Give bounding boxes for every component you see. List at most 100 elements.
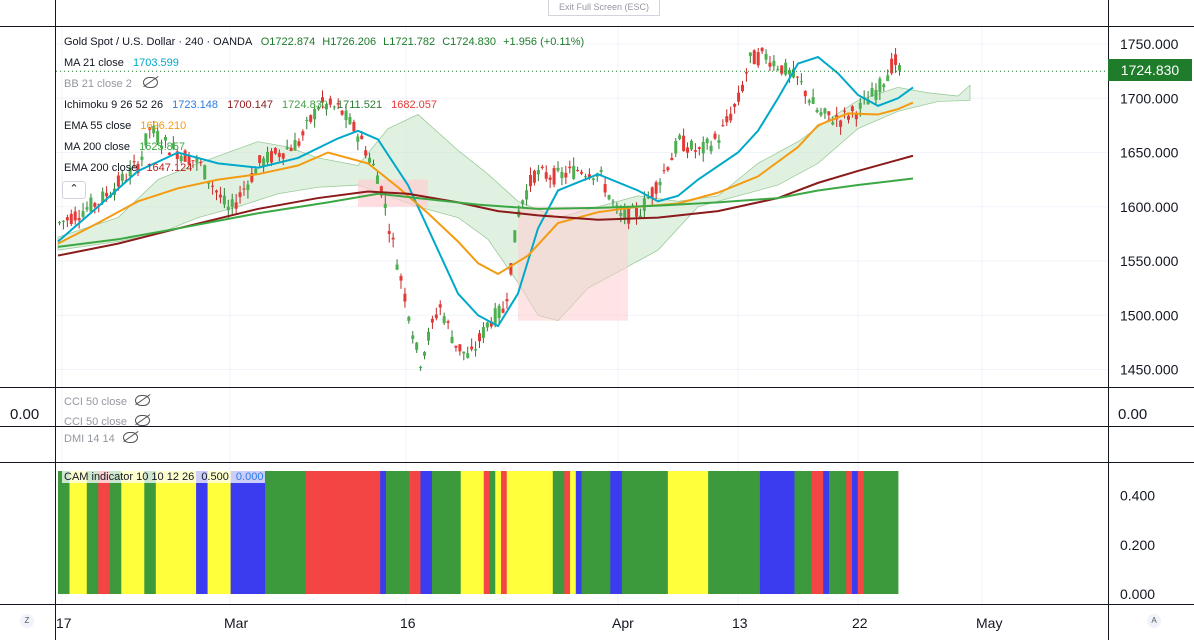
candle-body	[839, 120, 843, 127]
candle-body	[344, 110, 348, 121]
symbol-title[interactable]: Gold Spot / U.S. Dollar · 240 · OANDA	[64, 36, 252, 48]
ema200-value: 1647.124	[146, 162, 193, 174]
candle-body	[858, 102, 862, 109]
cam-bar	[558, 471, 565, 594]
candle-body	[756, 52, 760, 66]
candle-body	[195, 157, 199, 163]
zoom-button[interactable]: Z	[20, 614, 34, 628]
candle-body	[140, 156, 144, 160]
hidden-eye-icon[interactable]	[122, 432, 138, 443]
legend-ema55[interactable]: EMA 55 close 1696.210	[64, 116, 584, 137]
legend-bb21[interactable]: BB 21 close 2	[64, 74, 584, 95]
hidden-eye-icon[interactable]	[142, 77, 158, 88]
candle-body	[360, 135, 364, 140]
candle-body	[379, 186, 383, 196]
candle-body	[662, 170, 666, 172]
candle-body	[242, 188, 246, 190]
ma200-value: 1625.857	[139, 141, 185, 153]
candle-body	[183, 150, 187, 162]
cci2-label: CCI 50 close	[64, 416, 127, 426]
legend-ma21[interactable]: MA 21 close 1703.599	[64, 53, 584, 74]
candle-body	[607, 195, 611, 200]
cci-legend-2[interactable]: CCI 50 close	[64, 412, 150, 426]
candle-body	[324, 104, 328, 110]
cam-bar	[63, 471, 70, 594]
cam-bar	[368, 471, 375, 594]
legend-ichimoku[interactable]: Ichimoku 9 26 52 26 1723.148 1700.147 17…	[64, 95, 584, 116]
candle-body	[85, 207, 89, 210]
hidden-eye-icon[interactable]	[134, 395, 150, 406]
cam-bar	[167, 471, 174, 594]
candle-body	[474, 349, 478, 351]
dmi-legend[interactable]: DMI 14 14	[64, 429, 138, 450]
candle-body	[258, 155, 262, 163]
candle-body	[211, 185, 215, 187]
candle-body	[399, 276, 403, 281]
cam-bar	[466, 471, 473, 594]
bb21-label: BB 21 close 2	[64, 78, 132, 90]
ichimoku-value-3: 1724.830	[282, 99, 328, 111]
cam-bar	[811, 471, 818, 594]
candle-body	[552, 168, 556, 185]
series-line-ema-55-close	[57, 101, 914, 276]
exit-fullscreen-button[interactable]: Exit Full Screen (ESC)	[548, 0, 660, 16]
cam-bar	[541, 471, 548, 594]
cam-bar	[282, 471, 289, 594]
cam-bar	[385, 471, 393, 594]
cam-bar	[489, 471, 496, 594]
candle-body	[854, 113, 858, 120]
candle-body	[654, 182, 658, 194]
candle-body	[426, 331, 430, 341]
chevron-up-icon[interactable]: ⌃	[62, 181, 86, 199]
cam-bar	[219, 471, 226, 594]
cam-bar	[397, 471, 404, 594]
candle-body	[525, 190, 529, 200]
cam-bar	[236, 471, 243, 594]
cam-bar	[357, 471, 364, 594]
candle-body	[167, 152, 171, 156]
cam-bar	[351, 471, 358, 594]
candle-body	[568, 166, 572, 169]
candle-body	[415, 342, 419, 350]
cam-legend[interactable]: CAM indicator 10 10 12 26 0.500 0.000	[62, 471, 266, 483]
candle-body	[564, 172, 568, 178]
legend-ma200[interactable]: MA 200 close 1625.857	[64, 137, 584, 158]
pane-separator-dmi[interactable]	[0, 426, 1194, 427]
candle-body	[462, 351, 466, 354]
candle-body	[317, 108, 321, 110]
candle-body	[666, 167, 670, 171]
legend-ema200[interactable]: EMA 200 close 1647.124	[64, 158, 584, 179]
auto-scale-button[interactable]: A	[1147, 614, 1161, 628]
candle-body	[509, 263, 513, 275]
candle-body	[262, 158, 266, 167]
last-price-badge: 1724.830	[1108, 59, 1192, 81]
candle-body	[132, 161, 136, 163]
candle-body	[222, 195, 226, 205]
ichimoku-label: Ichimoku 9 26 52 26	[64, 99, 164, 111]
cam-bar	[512, 471, 519, 594]
cam-bar	[506, 471, 513, 594]
candle-body	[501, 308, 505, 313]
pane-separator-cam[interactable]	[0, 462, 1194, 463]
candle-body	[446, 321, 450, 323]
cam-bar	[725, 471, 732, 594]
cci-legend-1[interactable]: CCI 50 close	[64, 392, 150, 413]
candle-body	[375, 175, 379, 184]
low-value: L1721.782	[383, 36, 436, 48]
candle-body	[470, 346, 474, 350]
cam-bar	[104, 471, 111, 594]
candle-body	[540, 166, 544, 169]
symbol-row[interactable]: Gold Spot / U.S. Dollar · 240 · OANDA O1…	[64, 32, 584, 53]
hidden-eye-icon[interactable]	[134, 415, 150, 426]
candle-body	[529, 175, 533, 187]
candle-body	[780, 65, 784, 74]
cam-bar	[311, 471, 318, 594]
cam-bar	[478, 471, 485, 594]
candle-body	[882, 84, 886, 88]
cam-bar	[426, 471, 433, 594]
pane-separator-cci[interactable]	[0, 387, 1194, 388]
candle-body	[305, 120, 309, 122]
change-value: +1.956 (+0.11%)	[503, 36, 585, 48]
cam-bar	[109, 471, 116, 594]
